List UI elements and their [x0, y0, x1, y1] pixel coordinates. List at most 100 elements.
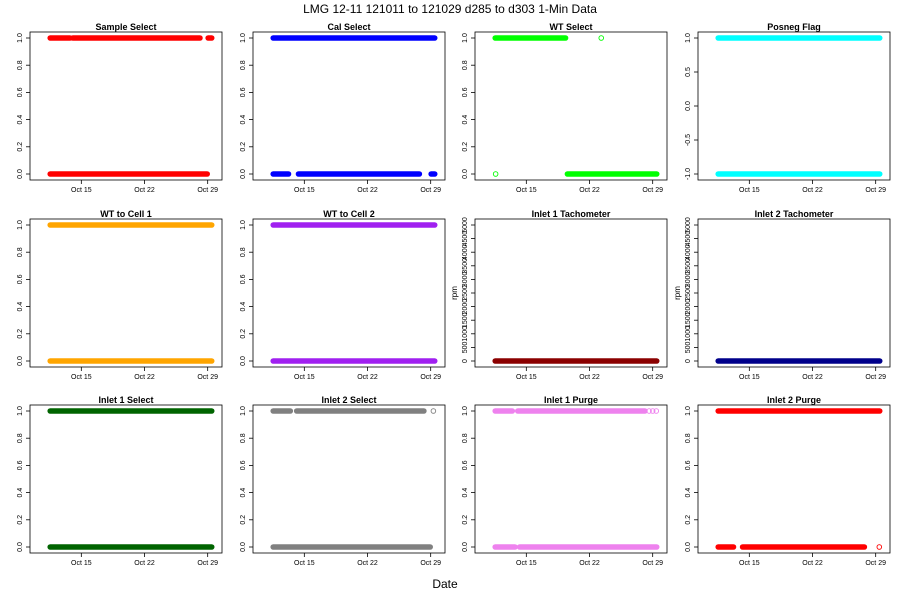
x-tick-label: Oct 29 [420, 187, 441, 194]
x-tick-label: Oct 15 [516, 560, 537, 567]
y-tick-label: 500 [462, 341, 469, 353]
y-tick-label: 0.6 [462, 460, 469, 470]
panel-title: Inlet 1 Select [98, 395, 153, 405]
x-tick-label: Oct 15 [739, 187, 760, 194]
panel-title: Inlet 1 Purge [544, 395, 598, 405]
chart-panel: Inlet 2 Purge 0.0 0.2 0.4 0.6 0.8 1.0 Oct 15 Oct… [685, 395, 891, 567]
data-point-band [516, 544, 660, 550]
data-point [653, 408, 660, 414]
panel-title: Cal Select [327, 22, 370, 32]
x-tick-label: Oct 15 [71, 187, 92, 194]
x-tick-label: Oct 29 [865, 560, 886, 567]
y-tick-label: 0.6 [462, 87, 469, 97]
plot-frame [474, 404, 668, 554]
data-point-band [715, 544, 737, 550]
y-tick-label: 0.8 [17, 60, 24, 70]
x-tick-label: Oct 22 [357, 187, 378, 194]
panel-title: Inlet 2 Purge [767, 395, 821, 405]
y-axis-label: rpm [450, 286, 459, 300]
y-tick-label: 0.4 [240, 488, 247, 498]
y-tick-label: 0.8 [17, 433, 24, 443]
x-tick-label: Oct 22 [579, 560, 600, 567]
panel-grid: Sample Select 0.0 0.2 0.4 0.6 0.8 1.0 Oct 15 Oct… [17, 22, 891, 567]
y-tick-label: 0.0 [17, 169, 24, 179]
x-tick-label: Oct 15 [294, 560, 315, 567]
y-tick-label: 3500 [462, 258, 469, 274]
y-tick-label: -1.0 [685, 168, 692, 180]
y-tick-label: 0.4 [685, 488, 692, 498]
x-tick-label: Oct 22 [802, 560, 823, 567]
data-point-band [715, 35, 883, 41]
y-tick-label: 3500 [685, 258, 692, 274]
y-tick-label: 0.8 [240, 60, 247, 70]
data-point-band [47, 358, 215, 364]
data-point-band [715, 358, 883, 364]
x-tick-label: Oct 22 [357, 374, 378, 381]
data-point-band [739, 544, 868, 550]
chart-panel: Sample Select 0.0 0.2 0.4 0.6 0.8 1.0 Oct 15 Oct… [17, 22, 223, 194]
data-point-band [270, 544, 433, 550]
y-tick-label: 0.4 [240, 302, 247, 312]
y-tick-label: 0.6 [240, 460, 247, 470]
y-tick-label: 1.0 [17, 33, 24, 43]
y-tick-label: 0.6 [17, 274, 24, 284]
x-tick-label: Oct 29 [420, 560, 441, 567]
data-point-band [270, 408, 294, 414]
chart-panel: Inlet 1 Select 0.0 0.2 0.4 0.6 0.8 1.0 Oct 15 Oc… [17, 395, 223, 567]
panel-title: WT to Cell 2 [323, 209, 375, 219]
plot-frame [697, 404, 891, 554]
data-point-band [492, 408, 516, 414]
x-tick-label: Oct 22 [802, 187, 823, 194]
data-point [598, 35, 604, 41]
x-tick-label: Oct 22 [357, 560, 378, 567]
y-tick-label: 0.2 [240, 329, 247, 339]
y-tick-label: 0.0 [685, 542, 692, 552]
x-axis-label: Date [432, 577, 458, 591]
data-point [646, 408, 652, 414]
y-tick-label: 4500 [685, 231, 692, 247]
y-tick-label: 3000 [685, 272, 692, 288]
y-tick-label: 0.2 [240, 515, 247, 525]
y-tick-label: 0.2 [17, 329, 24, 339]
y-tick-label: 0.2 [462, 515, 469, 525]
x-tick-label: Oct 29 [865, 187, 886, 194]
chart-panel: Inlet 1 Purge 0.0 0.2 0.4 0.6 0.8 1.0 Oct 15 Oct… [462, 395, 668, 567]
plot-frame [474, 31, 668, 181]
data-point-band [270, 222, 438, 228]
y-tick-label: 0.0 [17, 356, 24, 366]
chart-panel: WT Select 0.0 0.2 0.4 0.6 0.8 1.0 Oct 15 Oct 22 O… [462, 22, 668, 194]
x-tick-label: Oct 15 [71, 560, 92, 567]
data-point-band [492, 358, 660, 364]
y-tick-label: 1500 [462, 312, 469, 328]
y-tick-label: 1000 [685, 326, 692, 342]
y-tick-label: 0.4 [17, 302, 24, 312]
data-point-band [47, 408, 215, 414]
y-tick-label: 5000 [462, 217, 469, 233]
x-tick-label: Oct 29 [642, 187, 663, 194]
y-tick-label: 0.8 [240, 247, 247, 257]
y-tick-label: 1000 [462, 326, 469, 342]
y-tick-label: 0.2 [17, 515, 24, 525]
y-tick-label: 2500 [462, 285, 469, 301]
y-tick-label: 0.0 [685, 101, 692, 111]
x-tick-label: Oct 29 [197, 187, 218, 194]
data-point-band [47, 222, 215, 228]
y-tick-label: 0.2 [240, 142, 247, 152]
chart-panel: Posneg Flag -1.0 -0.5 0.0 0.5 1.0 Oct 15 Oct 22… [685, 22, 891, 194]
data-point-band [492, 544, 518, 550]
y-tick-label: 0.6 [685, 460, 692, 470]
data-point-band [270, 358, 438, 364]
data-point-band [428, 171, 438, 177]
y-tick-label: 0.4 [462, 115, 469, 125]
y-tick-label: 4000 [462, 244, 469, 260]
panel-title: Posneg Flag [767, 22, 821, 32]
x-tick-label: Oct 29 [642, 374, 663, 381]
plot-frame [29, 31, 223, 181]
data-point-band [270, 171, 292, 177]
y-tick-label: 4000 [685, 244, 692, 260]
chart-panel: WT to Cell 2 0.0 0.2 0.4 0.6 0.8 1.0 Oct 15 Oct … [240, 209, 446, 381]
data-point-band [47, 171, 210, 177]
chart-panel: Inlet 2 Tachometer 0 500100015002000250030… [673, 209, 891, 381]
y-tick-label: 0.2 [685, 515, 692, 525]
